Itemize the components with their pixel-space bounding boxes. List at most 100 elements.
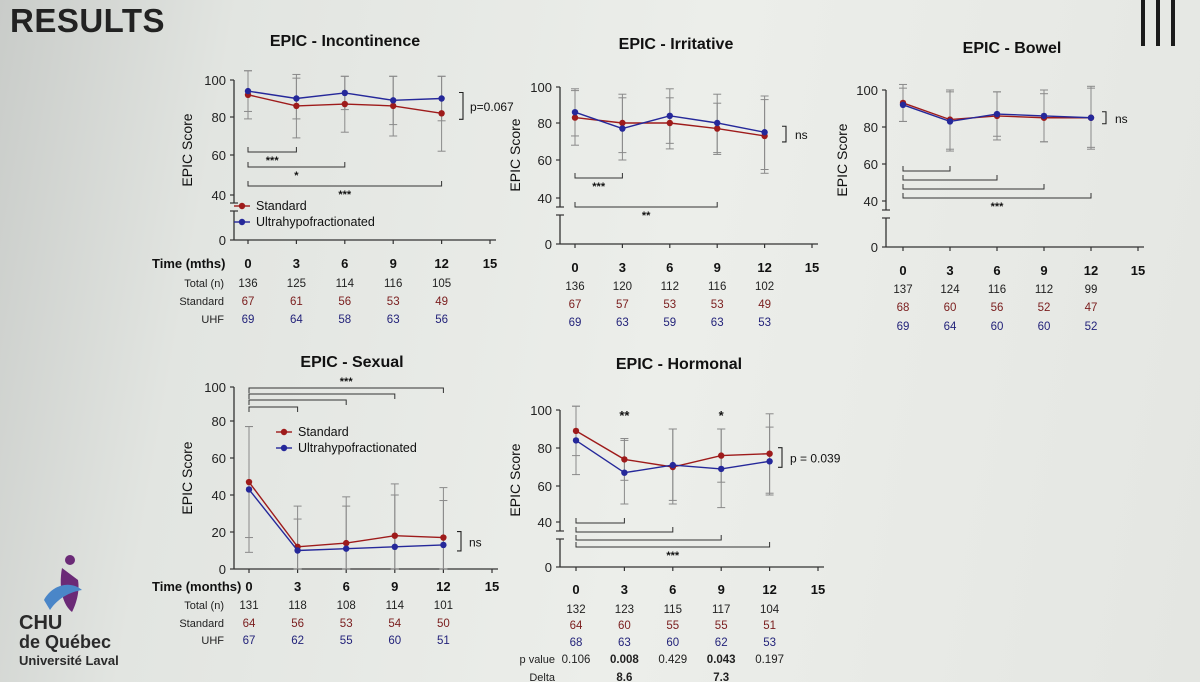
comparison-label: ns [469, 535, 482, 549]
data-point-standard [714, 125, 721, 132]
legend-marker [238, 202, 246, 210]
x-tick-label: 15 [485, 579, 499, 594]
chart-irritative: EPIC - Irritative EPIC Score 0 40 60 80 100 0 3 6… [507, 36, 819, 329]
table-cell: 0.429 [658, 654, 687, 666]
x-axis-label: Time (months) [152, 579, 241, 594]
data-point-uhf [343, 545, 350, 552]
y-tick-label: 80 [864, 120, 878, 135]
y-tick-label: 80 [538, 441, 552, 456]
x-tick-label: 0 [245, 579, 252, 594]
table-cell: 53 [663, 299, 676, 311]
corner-bar [1141, 0, 1145, 46]
x-tick-label: 6 [993, 263, 1000, 278]
data-point-uhf [669, 461, 676, 469]
table-cell: 60 [388, 635, 401, 647]
table-row-label: Total (n) [184, 278, 224, 290]
table-cell: 55 [715, 620, 728, 632]
logo-line1: CHU [19, 612, 63, 634]
table-row-label: Total (n) [184, 600, 224, 612]
table-cell: 60 [944, 302, 957, 314]
table-cell: 120 [613, 281, 632, 293]
data-point-uhf [438, 95, 445, 102]
x-tick-label: 15 [483, 256, 497, 271]
x-tick-label: 6 [343, 579, 350, 594]
table-cell: 47 [1085, 302, 1098, 314]
table-cell: 53 [340, 618, 353, 630]
legend-marker [238, 218, 246, 226]
x-tick-label: 3 [294, 579, 301, 594]
x-tick-label: 0 [244, 256, 251, 271]
y-axis-label: EPIC Score [507, 118, 523, 191]
table-cell: 51 [763, 620, 776, 632]
table-cell: 0.043 [707, 654, 736, 666]
x-tick-label: 0 [899, 263, 906, 278]
table-cell: 67 [243, 635, 256, 647]
significance-bracket [247, 147, 297, 153]
data-point-uhf [390, 97, 397, 104]
significance-bracket [902, 193, 1092, 199]
table-cell: 60 [991, 321, 1004, 333]
table-cell: 53 [763, 637, 776, 649]
significance-label: ** [642, 210, 651, 222]
table-cell: 55 [666, 620, 679, 632]
table-cell: 50 [437, 618, 450, 630]
comparison-bracket [459, 91, 464, 120]
y-tick-label: 100 [204, 380, 226, 395]
y-axis-label: EPIC Score [507, 443, 523, 516]
logo-figure-icon [44, 555, 82, 612]
significance-bracket [247, 162, 346, 168]
significance-bracket [247, 181, 443, 187]
data-point-standard [343, 539, 350, 547]
table-cell: 49 [435, 296, 448, 308]
table-cell: 114 [336, 278, 355, 290]
table-cell: 124 [940, 284, 960, 296]
table-cell: 117 [712, 604, 730, 616]
data-point-uhf [766, 458, 773, 465]
table-cell: 125 [287, 278, 306, 290]
significance-bracket [902, 184, 1045, 190]
table-cell: 64 [243, 618, 256, 630]
data-point-standard [438, 110, 445, 117]
significance-bracket [248, 406, 299, 412]
x-tick-label: 3 [621, 582, 628, 597]
table-cell: 137 [893, 284, 912, 296]
table-cell: 69 [897, 321, 910, 333]
y-tick-label: 80 [212, 110, 226, 125]
comparison-bracket [457, 531, 462, 552]
x-tick-label: 3 [619, 260, 626, 275]
y-tick-label: 100 [530, 80, 552, 95]
x-tick-label: 9 [718, 582, 725, 597]
data-point-uhf [341, 89, 348, 97]
data-point-uhf [571, 109, 579, 116]
table-cell: 115 [664, 604, 682, 616]
x-tick-label: 12 [762, 582, 776, 597]
x-tick-label: 3 [946, 263, 953, 278]
table-cell: 102 [755, 281, 774, 293]
table-cell: 112 [1035, 284, 1053, 296]
significance-bracket [574, 173, 623, 179]
table-cell: 8.6 [616, 672, 632, 682]
point-significance-label: * [719, 408, 725, 423]
table-cell: 104 [760, 604, 780, 616]
table-row-label: Standard [179, 296, 224, 308]
chart-title: EPIC - Bowel [963, 40, 1062, 57]
x-tick-label: 6 [669, 582, 676, 597]
data-point-uhf [244, 87, 252, 95]
table-cell: 136 [565, 281, 584, 293]
y-axis-label: EPIC Score [179, 113, 195, 186]
table-cell: 0.008 [610, 654, 639, 666]
chart-title: EPIC - Hormonal [616, 356, 742, 373]
table-cell: 99 [1085, 284, 1098, 296]
table-cell: 67 [242, 296, 255, 308]
table-cell: 63 [387, 314, 400, 326]
table-cell: 132 [566, 604, 585, 616]
data-point-uhf [391, 543, 398, 550]
table-cell: 114 [386, 600, 405, 612]
comparison-label: ns [795, 128, 808, 142]
data-point-standard [766, 450, 773, 457]
table-cell: 116 [988, 284, 1006, 296]
corner-bar [1156, 0, 1160, 46]
table-cell: 64 [290, 314, 303, 326]
data-point-uhf [621, 469, 628, 476]
y-tick-label: 40 [212, 488, 226, 503]
